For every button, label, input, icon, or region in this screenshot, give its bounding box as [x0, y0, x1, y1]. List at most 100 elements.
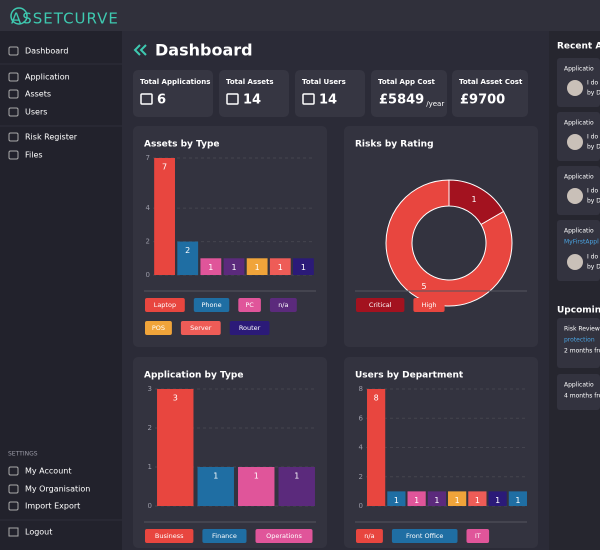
activity-text: 2 months fro	[564, 348, 600, 355]
bar-label: 1	[515, 496, 520, 505]
nav-icon	[8, 46, 19, 56]
stat-label: Total Assets	[226, 78, 274, 86]
legend-swatch[interactable]	[356, 529, 383, 543]
stat-value: £9700	[460, 93, 505, 108]
legend-swatch[interactable]	[391, 529, 458, 543]
nav-item[interactable]: My Organisation	[25, 485, 90, 494]
legend-label[interactable]: Phone	[201, 301, 221, 309]
nav-icon	[8, 150, 19, 160]
nav-item[interactable]: Application	[25, 73, 70, 82]
legend-swatch[interactable]	[193, 298, 230, 312]
stat-label: Total App Cost	[378, 78, 436, 86]
activity-text: I do	[587, 188, 598, 195]
legend-label[interactable]: Server	[190, 324, 212, 332]
y-tick-label: 0	[148, 502, 152, 510]
y-tick-label: 4	[359, 444, 364, 452]
activity-text: Applicatio	[564, 228, 594, 235]
collapse-icon[interactable]	[133, 44, 147, 56]
legend-label[interactable]: Critical	[369, 301, 392, 309]
slice-label: 5	[421, 282, 426, 291]
legend-label[interactable]: Router	[239, 324, 261, 332]
bar-label: 1	[208, 263, 213, 272]
y-tick-label: 2	[146, 238, 150, 246]
bar-label: 1	[414, 496, 419, 505]
chart-card	[133, 126, 327, 347]
bar	[223, 258, 245, 275]
stat-unit: /year	[426, 100, 444, 108]
legend-swatch[interactable]	[356, 298, 405, 312]
sidebar	[0, 31, 122, 550]
legend-label[interactable]: IT	[475, 532, 481, 540]
chart-title: Users by Department	[355, 371, 464, 381]
legend-label[interactable]: High	[422, 301, 437, 309]
bar-label: 1	[231, 263, 236, 272]
bar	[508, 491, 527, 506]
legend-swatch[interactable]	[202, 529, 247, 543]
legend-label[interactable]: Operations	[266, 532, 302, 540]
bar	[200, 258, 222, 275]
y-tick-label: 0	[359, 502, 363, 510]
stat-label: Total Applications	[140, 78, 210, 86]
logout[interactable]: Logout	[25, 528, 52, 537]
legend-swatch[interactable]	[145, 321, 172, 335]
avatar	[567, 188, 583, 204]
y-tick-label: 8	[359, 385, 363, 393]
legend-swatch[interactable]	[180, 321, 221, 335]
activity-text: by D	[587, 198, 600, 205]
nav-item[interactable]: Import Export	[25, 502, 80, 511]
nav-item[interactable]: Users	[25, 108, 47, 117]
avatar	[567, 134, 583, 150]
legend-swatch[interactable]	[269, 298, 297, 312]
bar-label: 7	[162, 163, 167, 172]
logout-icon	[8, 527, 19, 537]
legend-swatch[interactable]	[413, 298, 445, 312]
activity-text: I do	[587, 80, 598, 87]
legend-label[interactable]: Laptop	[154, 301, 176, 309]
bar-label: 1	[475, 496, 480, 505]
upcoming-title: Upcomin	[557, 306, 600, 316]
activity-card	[557, 374, 600, 410]
bar-label: 1	[301, 263, 306, 272]
legend-label[interactable]: n/a	[278, 301, 288, 309]
legend-swatch[interactable]	[145, 298, 185, 312]
legend-label[interactable]: Front Office	[406, 532, 443, 540]
bar	[278, 467, 315, 506]
bar	[177, 241, 199, 275]
stat-value: 14	[319, 93, 337, 108]
bar-label: 1	[394, 496, 399, 505]
nav-icon	[8, 466, 19, 476]
stat-icon	[140, 93, 153, 105]
bar-label: 3	[173, 394, 178, 403]
legend-label[interactable]: Finance	[212, 532, 237, 540]
bar-label: 1	[255, 263, 260, 272]
activity-text: by D	[587, 144, 600, 151]
legend-swatch[interactable]	[255, 529, 313, 543]
bar	[269, 258, 291, 275]
chart-title: Assets by Type	[144, 140, 220, 150]
legend-swatch[interactable]	[238, 298, 261, 312]
y-tick-label: 4	[146, 204, 151, 212]
legend-label[interactable]: PC	[245, 301, 254, 309]
logo[interactable]: ASSETCURVE	[11, 10, 119, 28]
legend-swatch[interactable]	[229, 321, 270, 335]
activity-text: by D	[587, 264, 600, 271]
nav-item[interactable]: Risk Register	[25, 133, 78, 142]
nav-item[interactable]: Assets	[25, 90, 51, 99]
legend-swatch[interactable]	[145, 529, 194, 543]
legend-label[interactable]: POS	[152, 324, 165, 332]
nav-item[interactable]: Dashboard	[25, 47, 68, 56]
stat-value: 6	[157, 93, 166, 108]
activity-text: Applicatio	[564, 120, 594, 127]
nav-item[interactable]: Files	[25, 151, 43, 160]
legend-label[interactable]: Business	[155, 532, 184, 540]
nav-item[interactable]: My Account	[25, 467, 71, 476]
bar	[407, 491, 426, 506]
legend-swatch[interactable]	[466, 529, 490, 543]
nav-icon	[8, 484, 19, 494]
nav-icon	[8, 89, 19, 99]
chart-title: Risks by Rating	[355, 140, 434, 150]
legend-label[interactable]: n/a	[364, 532, 374, 540]
activity-text: protection	[564, 337, 595, 344]
activity-card	[557, 220, 600, 281]
stat-card	[133, 70, 213, 117]
